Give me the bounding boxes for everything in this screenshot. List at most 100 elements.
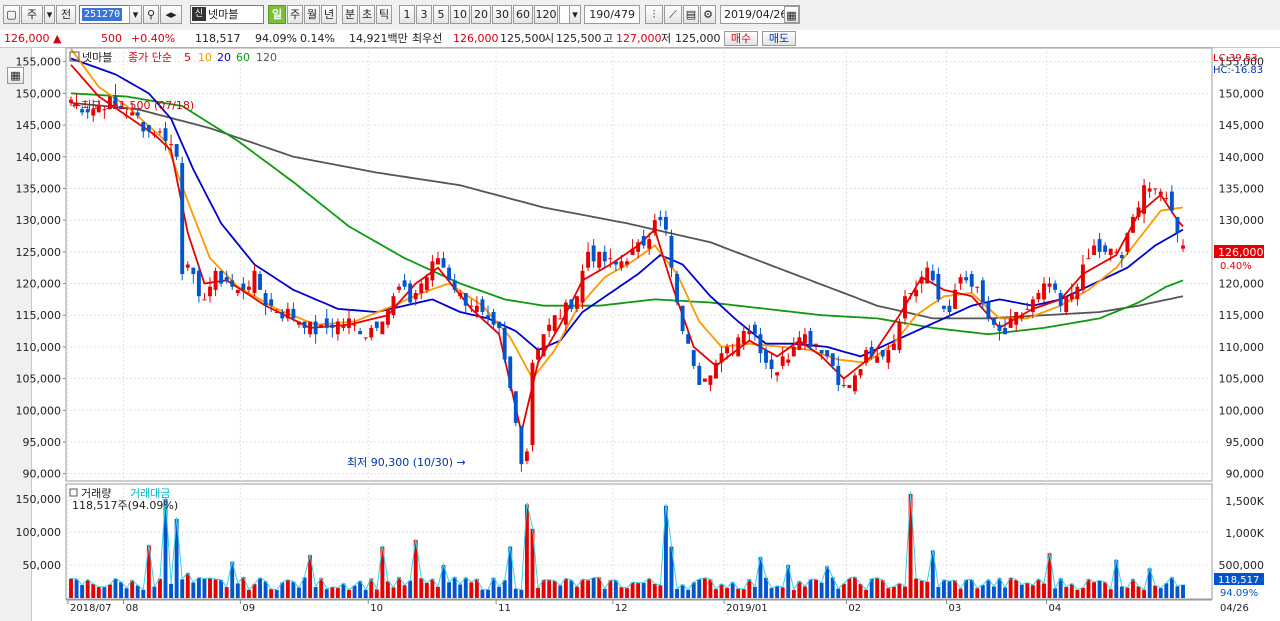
candle-body[interactable] [458,293,463,297]
volume-bar[interactable] [274,589,279,598]
volume-bar[interactable] [513,588,518,598]
volume-bar[interactable] [241,577,246,598]
candle-body[interactable] [719,353,724,363]
candle-body[interactable] [663,216,668,230]
candle-body[interactable] [1097,239,1102,252]
candle-body[interactable] [930,270,935,281]
volume-bar[interactable] [486,589,490,598]
volume-bar[interactable] [1036,579,1041,598]
volume-bar[interactable] [819,582,824,598]
interval-1-button[interactable]: 1 [399,5,415,24]
volume-bar[interactable] [80,585,85,598]
candle-body[interactable] [536,350,540,360]
volume-bar[interactable] [652,583,657,598]
candle-body[interactable] [714,362,718,379]
candle-body[interactable] [647,239,652,249]
volume-bar[interactable] [1080,587,1085,598]
volume-bar[interactable] [1142,589,1147,598]
candle-body[interactable] [441,258,446,268]
volume-bar[interactable] [903,586,907,598]
volume-bar[interactable] [213,579,218,598]
volume-bar[interactable] [297,587,301,598]
candle-body[interactable] [947,305,952,313]
candle-body[interactable] [1003,327,1008,335]
candle-body[interactable] [258,274,262,290]
volume-bar[interactable] [791,589,796,598]
candle-body[interactable] [847,384,852,389]
volume-bar[interactable] [691,582,696,598]
search-icon[interactable]: ⚲ [143,5,159,24]
candle-body[interactable] [936,274,941,300]
volume-bar[interactable] [608,580,613,598]
volume-bar[interactable] [619,587,624,598]
candle-body[interactable] [702,378,707,382]
volume-bar[interactable] [686,589,691,598]
candle-body[interactable] [1042,283,1046,300]
candle-body[interactable] [969,274,974,287]
volume-bar[interactable] [324,589,329,598]
interval-dropdown-icon[interactable]: ▾ [569,5,581,24]
volume-bar[interactable] [1169,577,1174,598]
candle-body[interactable] [1131,216,1135,233]
candle-body[interactable] [914,289,919,297]
volume-bar[interactable] [447,582,452,598]
interval-30-button[interactable]: 30 [492,5,512,24]
volume-bar[interactable] [714,589,718,598]
candle-body[interactable] [369,327,374,338]
candle-body[interactable] [480,299,485,313]
volume-bar[interactable] [858,584,863,598]
volume-bar[interactable] [1019,584,1024,598]
candle-body[interactable] [958,277,963,284]
candle-body[interactable] [1114,251,1119,253]
volume-bar[interactable] [875,578,880,598]
candle-body[interactable] [119,106,123,110]
candle-body[interactable] [780,356,785,366]
candle-body[interactable] [391,296,396,316]
volume-bar[interactable] [196,577,201,598]
volume-bar[interactable] [953,580,957,598]
candle-body[interactable] [825,350,830,357]
candle-body[interactable] [997,324,1002,332]
volume-bar[interactable] [413,540,418,598]
candle-body[interactable] [1053,283,1058,290]
candle-body[interactable] [586,251,591,268]
volume-bar[interactable] [158,578,162,598]
volume-bar[interactable] [964,579,969,598]
volume-bar[interactable] [914,578,919,598]
volume-bar[interactable] [558,585,563,598]
volume-bar[interactable] [630,582,635,598]
volume-bar[interactable] [185,572,190,598]
volume-bar[interactable] [663,505,668,598]
volume-bar[interactable] [680,584,685,598]
volume-bar[interactable] [291,581,296,598]
volume-bar[interactable] [69,578,73,598]
volume-bar[interactable] [174,518,179,598]
volume-panel-collapse-icon[interactable] [69,488,78,497]
candle-body[interactable] [324,318,329,328]
candle-body[interactable] [830,353,835,366]
volume-bar[interactable] [736,588,741,598]
volume-bar[interactable] [591,578,596,598]
candle-body[interactable] [1014,312,1019,325]
candle-body[interactable] [124,115,129,117]
volume-bar[interactable] [847,578,852,598]
volume-bar[interactable] [113,578,118,598]
candle-body[interactable] [1103,245,1108,252]
volume-bar[interactable] [74,579,79,598]
candle-body[interactable] [658,216,663,221]
candle-body[interactable] [146,125,151,132]
volume-bar[interactable] [925,581,930,598]
volume-bar[interactable] [119,582,123,598]
candle-body[interactable] [769,359,774,370]
volume-bar[interactable] [1092,582,1096,598]
volume-bar[interactable] [280,582,285,598]
candle-body[interactable] [274,312,279,314]
volume-bar[interactable] [508,546,513,598]
volume-bar[interactable] [458,584,463,598]
candle-body[interactable] [808,331,813,347]
volume-bar[interactable] [1125,587,1130,598]
volume-bar[interactable] [358,580,363,598]
candle-body[interactable] [447,267,452,281]
volume-bar[interactable] [891,586,896,598]
candle-body[interactable] [252,270,257,294]
